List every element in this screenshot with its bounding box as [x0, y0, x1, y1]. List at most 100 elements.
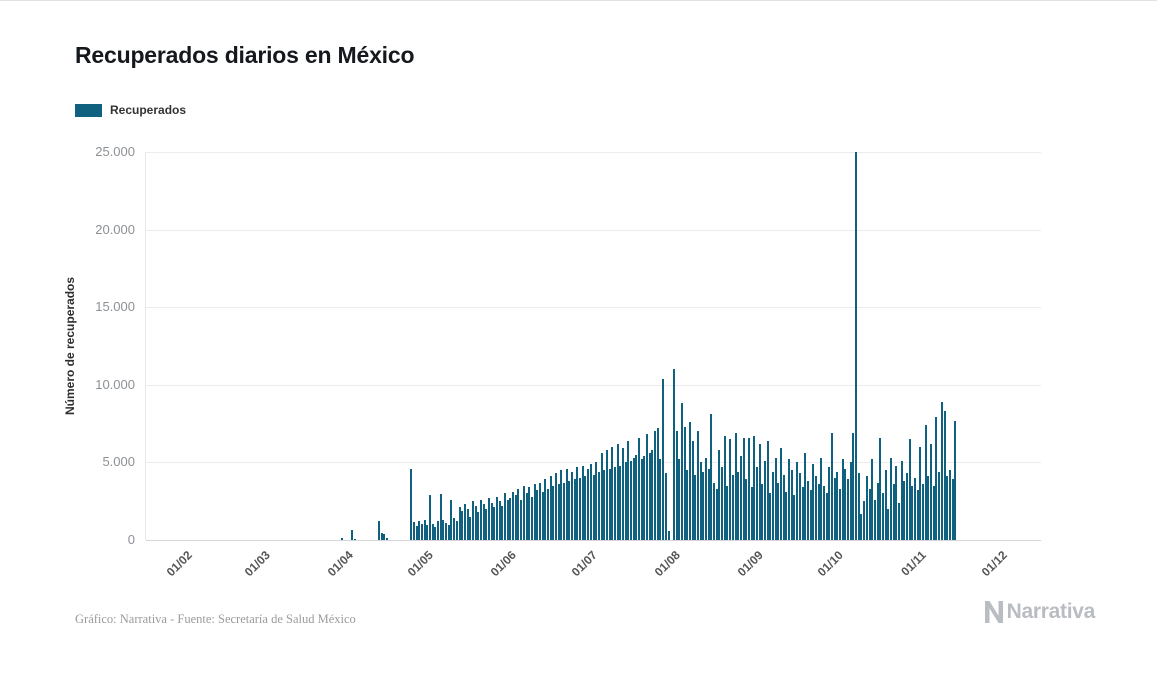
bar[interactable] — [793, 495, 796, 540]
bar[interactable] — [584, 476, 587, 540]
bar[interactable] — [948, 470, 951, 540]
bar[interactable] — [680, 403, 683, 540]
bar[interactable] — [474, 505, 477, 540]
bar[interactable] — [643, 456, 646, 540]
bar[interactable] — [546, 488, 549, 540]
bar[interactable] — [627, 440, 630, 540]
bar[interactable] — [855, 152, 858, 540]
bar[interactable] — [554, 473, 557, 540]
bar[interactable] — [755, 467, 758, 540]
bar[interactable] — [889, 457, 892, 540]
bar[interactable] — [608, 468, 611, 540]
bar[interactable] — [790, 470, 793, 540]
bar[interactable] — [605, 449, 608, 540]
bar[interactable] — [772, 471, 775, 540]
bar[interactable] — [487, 498, 490, 540]
bar[interactable] — [501, 505, 504, 540]
bar[interactable] — [624, 462, 627, 540]
bar[interactable] — [461, 510, 464, 540]
bar[interactable] — [721, 467, 724, 540]
bar[interactable] — [383, 534, 386, 540]
bar[interactable] — [630, 460, 632, 540]
bar[interactable] — [710, 414, 713, 540]
bar[interactable] — [844, 468, 847, 540]
bar[interactable] — [876, 482, 879, 540]
bar[interactable] — [892, 484, 895, 540]
bar[interactable] — [742, 437, 745, 540]
bar[interactable] — [839, 488, 842, 540]
bar[interactable] — [378, 521, 381, 540]
bar[interactable] — [431, 523, 434, 540]
bar[interactable] — [919, 446, 922, 540]
bar[interactable] — [857, 473, 860, 540]
bar[interactable] — [954, 420, 957, 540]
bar[interactable] — [822, 485, 825, 540]
bar[interactable] — [686, 470, 689, 540]
bar[interactable] — [758, 443, 761, 540]
bar[interactable] — [437, 521, 440, 540]
bar[interactable] — [477, 512, 480, 540]
bar[interactable] — [479, 499, 482, 540]
bar[interactable] — [927, 476, 930, 540]
bar[interactable] — [836, 471, 839, 540]
bar[interactable] — [798, 473, 801, 540]
bar[interactable] — [469, 516, 472, 540]
bar[interactable] — [635, 454, 638, 540]
bar[interactable] — [766, 440, 769, 540]
bar[interactable] — [386, 537, 389, 540]
bar[interactable] — [916, 490, 919, 540]
bar[interactable] — [796, 462, 799, 540]
bar[interactable] — [908, 439, 911, 540]
bar[interactable] — [777, 482, 780, 540]
bar[interactable] — [951, 479, 954, 540]
bar[interactable] — [485, 508, 488, 540]
bar[interactable] — [860, 513, 863, 540]
bar[interactable] — [579, 477, 582, 540]
bar[interactable] — [520, 499, 523, 540]
bar[interactable] — [782, 474, 785, 540]
bar[interactable] — [595, 462, 598, 540]
bar[interactable] — [788, 459, 791, 540]
bar[interactable] — [410, 468, 413, 540]
bar[interactable] — [571, 471, 574, 540]
bar[interactable] — [549, 476, 552, 540]
bar[interactable] — [512, 491, 515, 540]
bar[interactable] — [825, 493, 828, 540]
bar[interactable] — [517, 488, 520, 540]
bar[interactable] — [806, 481, 809, 540]
bar[interactable] — [828, 467, 831, 540]
bar[interactable] — [458, 507, 461, 540]
bar[interactable] — [662, 378, 665, 540]
bar[interactable] — [935, 417, 938, 540]
bar[interactable] — [914, 477, 917, 540]
bar[interactable] — [833, 477, 836, 540]
bar[interactable] — [429, 495, 432, 540]
bar[interactable] — [597, 471, 600, 540]
bar[interactable] — [453, 518, 456, 540]
bar[interactable] — [906, 473, 909, 540]
bar[interactable] — [638, 437, 641, 540]
bar[interactable] — [563, 482, 566, 540]
bar[interactable] — [726, 485, 729, 540]
bar[interactable] — [911, 485, 914, 540]
bar[interactable] — [873, 499, 876, 540]
bar[interactable] — [445, 522, 448, 540]
bar[interactable] — [852, 432, 855, 540]
bar[interactable] — [415, 526, 418, 540]
bar[interactable] — [705, 457, 708, 540]
bar[interactable] — [621, 448, 624, 540]
bar[interactable] — [587, 468, 590, 540]
bar[interactable] — [897, 502, 900, 540]
bar[interactable] — [506, 499, 509, 540]
bar[interactable] — [713, 482, 716, 540]
bar[interactable] — [576, 467, 579, 540]
bar[interactable] — [613, 467, 616, 540]
bar[interactable] — [801, 487, 804, 540]
bar[interactable] — [421, 524, 423, 540]
bar[interactable] — [887, 508, 890, 540]
bar[interactable] — [697, 431, 699, 540]
bar[interactable] — [522, 485, 525, 540]
bar[interactable] — [672, 369, 675, 540]
bar[interactable] — [667, 530, 670, 540]
bar[interactable] — [640, 459, 643, 540]
